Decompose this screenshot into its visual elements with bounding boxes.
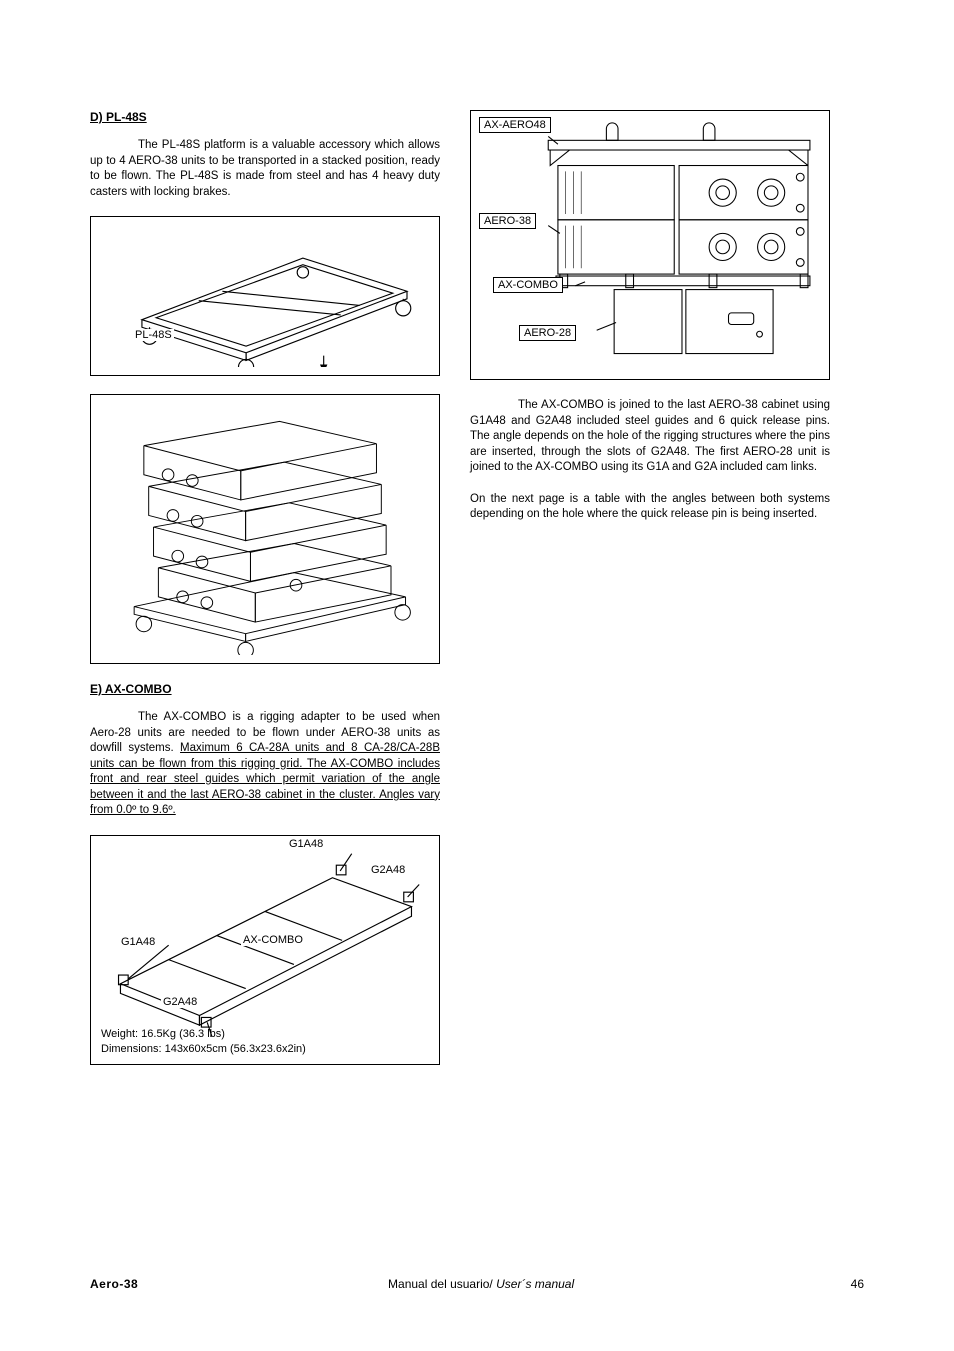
g1a48-left-label: G1A48 <box>119 936 157 948</box>
ax-aero48-label: AX-AERO48 <box>479 117 551 133</box>
page-footer: Aero-38 Manual del usuario/ User´s manua… <box>0 1277 954 1291</box>
right-para1-text: The AX-COMBO is joined to the last AERO-… <box>470 399 830 473</box>
figure-pl48s: PL-48S <box>90 216 440 376</box>
g1a48-top-label: G1A48 <box>287 838 325 850</box>
g2a48-bottom-label: G2A48 <box>161 996 199 1008</box>
section-d-text: The PL-48S platform is a valuable access… <box>90 139 440 198</box>
section-e-heading: E) AX-COMBO <box>90 682 440 696</box>
pl48s-diagram <box>99 225 431 367</box>
figure-stacked <box>90 394 440 664</box>
right-para2-text: On the next page is a table with the ang… <box>470 493 830 521</box>
aero38-label: AERO-38 <box>479 213 536 229</box>
aero28-label: AERO-28 <box>519 325 576 341</box>
stacked-diagram <box>99 403 431 655</box>
right-para2: On the next page is a table with the ang… <box>470 492 830 523</box>
right-column: AX-AERO48 AERO-38 AX-COMBO AERO-28 The A… <box>470 110 830 1083</box>
section-d-heading: D) PL-48S <box>90 110 440 124</box>
figure-assembly: AX-AERO48 AERO-38 AX-COMBO AERO-28 <box>470 110 830 380</box>
footer-page: 46 <box>824 1277 864 1291</box>
g2a48-top-label: G2A48 <box>369 864 407 876</box>
section-d-para: The PL-48S platform is a valuable access… <box>90 138 440 200</box>
axcombo-center-label: AX-COMBO <box>241 934 305 946</box>
axcombo-dimensions: Dimensions: 143x60x5cm (56.3x23.6x2in) <box>101 1042 306 1057</box>
footer-product: Aero-38 <box>90 1277 138 1291</box>
footer-title-plain: Manual del usuario/ <box>388 1277 496 1291</box>
figure-axcombo: G1A48 G2A48 G1A48 AX-COMBO G2A48 Weight:… <box>90 835 440 1065</box>
section-e-para: The AX-COMBO is a rigging adapter to be … <box>90 710 440 819</box>
pl48s-label: PL-48S <box>133 329 174 341</box>
left-column: D) PL-48S The PL-48S platform is a valua… <box>90 110 440 1083</box>
right-para1: The AX-COMBO is joined to the last AERO-… <box>470 398 830 476</box>
two-column-layout: D) PL-48S The PL-48S platform is a valua… <box>90 110 864 1083</box>
axcombo-specs: Weight: 16.5Kg (36.3 lbs) Dimensions: 14… <box>101 1027 306 1058</box>
axcombo-weight: Weight: 16.5Kg (36.3 lbs) <box>101 1027 306 1042</box>
axcombo-assembly-label: AX-COMBO <box>493 277 563 293</box>
footer-title: Manual del usuario/ User´s manual <box>138 1277 824 1291</box>
footer-title-italic: User´s manual <box>496 1277 574 1291</box>
